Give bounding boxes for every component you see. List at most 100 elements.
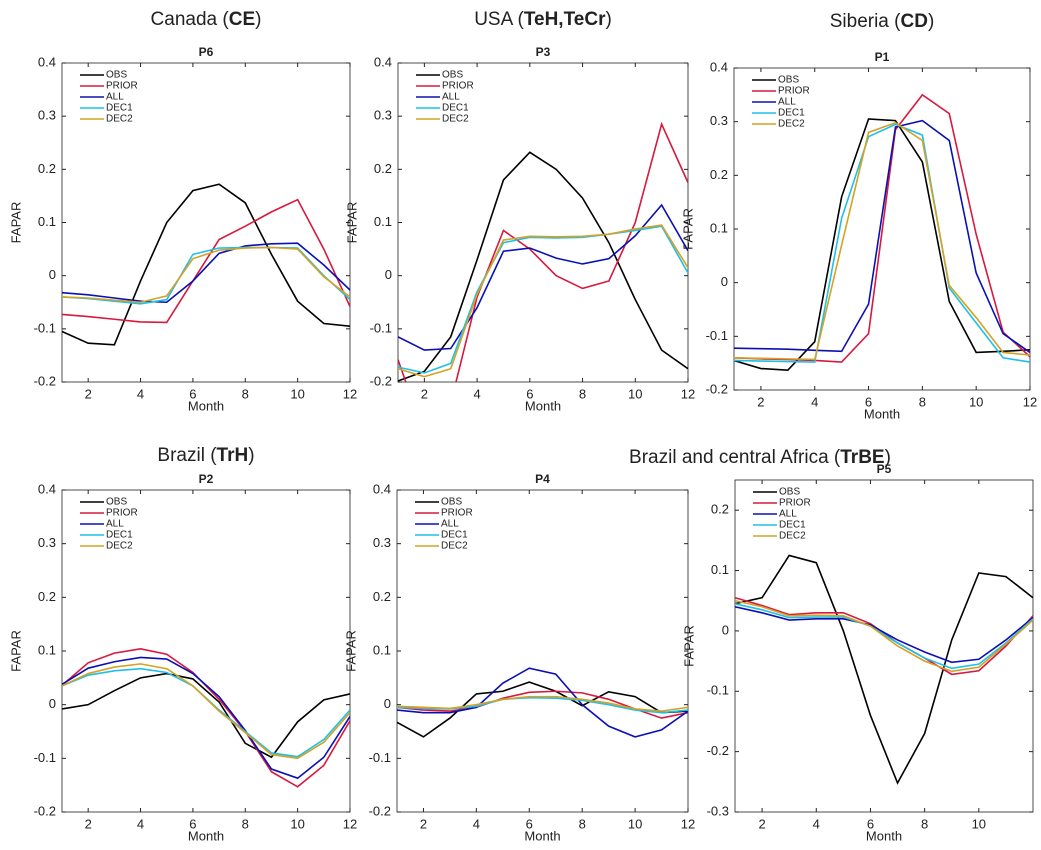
y-tick-label: 0.4 (710, 59, 728, 74)
y-tick-label: -0.2 (370, 373, 392, 388)
legend-label: DEC1 (441, 530, 468, 541)
title-part: Brazil ( (157, 445, 217, 466)
legend-label: DEC2 (106, 541, 133, 552)
y-tick-label: -0.2 (706, 381, 728, 396)
y-tick-label: 0 (722, 622, 729, 637)
plot-area (61, 489, 351, 813)
title-part: CD (900, 11, 927, 32)
title-part: Brazil and central Africa ( (629, 447, 841, 468)
chart-title: Brazil and central Africa (TrBE) (629, 447, 891, 468)
panel: -0.3 -0.2 -0.1 0 0.1 0.2 2 4 6 8 10 Month FAPAR P5 OBS… (681, 462, 1034, 843)
series-line (398, 224, 688, 378)
series-line (397, 681, 688, 738)
y-tick-label: 0.4 (38, 481, 56, 496)
title-part: TrH (217, 445, 249, 466)
series-line (398, 203, 688, 351)
panel: -0.2 -0.1 0 0.1 0.2 0.3 0.4 2 4 6 8 10 12 Month FAPAR P… (8, 445, 357, 843)
x-tick-label: 4 (811, 394, 818, 409)
panel-title: P5 (877, 462, 892, 476)
chart-title: Brazil (TrH) (157, 445, 254, 466)
x-tick-label: 4 (473, 816, 480, 831)
x-tick-label: 12 (343, 386, 357, 401)
panel: -0.2 -0.1 0 0.1 0.2 0.3 0.4 2 4 6 8 10 12 Month FAPAR P… (8, 9, 357, 413)
title-part: ) (255, 9, 261, 30)
panel-title: P4 (535, 472, 550, 486)
y-tick-label: -0.1 (369, 750, 391, 765)
y-tick-label: 0.2 (38, 589, 56, 604)
series-line (62, 246, 350, 304)
title-part: USA ( (474, 9, 524, 30)
series-line (62, 198, 350, 324)
panel-title: P6 (199, 45, 214, 59)
y-tick-label: 0 (385, 267, 392, 282)
y-tick-label: -0.1 (34, 320, 56, 335)
x-axis-label: Month (188, 828, 224, 843)
x-tick-label: 4 (813, 816, 820, 831)
series-line (397, 667, 688, 738)
legend-label: DEC2 (778, 119, 805, 130)
y-tick-label: 0.3 (38, 535, 56, 550)
x-tick-label: 2 (85, 816, 92, 831)
y-tick-label: 0.2 (710, 167, 728, 182)
x-tick-label: 10 (290, 386, 304, 401)
x-tick-label: 6 (526, 386, 533, 401)
y-tick-label: 0.1 (38, 642, 56, 657)
x-tick-label: 6 (865, 394, 872, 409)
series-line (735, 554, 1033, 785)
y-axis-label: FAPAR (8, 630, 23, 672)
x-tick-label: 4 (137, 386, 144, 401)
legend-label: DEC2 (779, 531, 806, 542)
legend-label: DEC2 (441, 541, 468, 552)
panel-title: P3 (536, 45, 551, 59)
x-tick-label: 10 (628, 386, 642, 401)
y-axis-label: FAPAR (8, 202, 23, 244)
legend-label: PRIOR (106, 508, 138, 519)
x-tick-label: 8 (919, 394, 926, 409)
legend-label: DEC1 (106, 530, 133, 541)
title-part: CE (229, 9, 255, 30)
y-tick-label: 0 (49, 696, 56, 711)
plot-area (396, 489, 689, 813)
y-tick-label: 0.1 (373, 642, 391, 657)
legend-label: OBS (779, 487, 800, 498)
series-line (735, 602, 1033, 670)
legend-label: PRIOR (106, 81, 138, 92)
x-tick-label: 12 (681, 816, 695, 831)
plot-area (734, 479, 1034, 813)
y-tick-label: -0.1 (706, 328, 728, 343)
legend-label: DEC1 (779, 520, 806, 531)
x-axis-label: Month (866, 828, 902, 843)
y-tick-label: 0.4 (374, 54, 392, 69)
x-tick-label: 8 (242, 816, 249, 831)
plot-area (397, 62, 689, 383)
title-part: Siberia ( (830, 11, 901, 32)
y-axis-label: FAPAR (680, 208, 695, 250)
x-tick-label: 6 (189, 386, 196, 401)
y-tick-label: 0 (49, 267, 56, 282)
series-line (734, 123, 1030, 363)
series-line (398, 121, 688, 382)
x-tick-label: 4 (137, 816, 144, 831)
x-tick-label: 12 (343, 816, 357, 831)
chart-title: USA (TeH,TeCr) (474, 9, 612, 30)
series-line (398, 151, 688, 382)
legend-label: OBS (441, 497, 462, 508)
y-tick-label: 0.2 (374, 161, 392, 176)
y-tick-label: -0.2 (34, 803, 56, 818)
legend-label: ALL (441, 519, 459, 530)
y-tick-label: 0.1 (374, 214, 392, 229)
y-tick-label: 0.2 (38, 161, 56, 176)
title-part: ) (248, 445, 254, 466)
plot-area (61, 62, 351, 383)
panel: -0.2 -0.1 0 0.1 0.2 0.3 0.4 2 4 6 8 10 12 Month FAPAR P… (344, 9, 695, 413)
y-tick-label: 0.4 (373, 481, 391, 496)
x-tick-label: 10 (290, 816, 304, 831)
legend-label: OBS (106, 497, 127, 508)
legend-label: DEC2 (106, 114, 133, 125)
y-tick-label: -0.2 (707, 743, 729, 758)
x-tick-label: 2 (420, 816, 427, 831)
x-axis-label: Month (525, 398, 561, 413)
series-line (735, 605, 1033, 664)
y-axis-label: FAPAR (343, 630, 358, 672)
legend-label: OBS (106, 70, 127, 81)
